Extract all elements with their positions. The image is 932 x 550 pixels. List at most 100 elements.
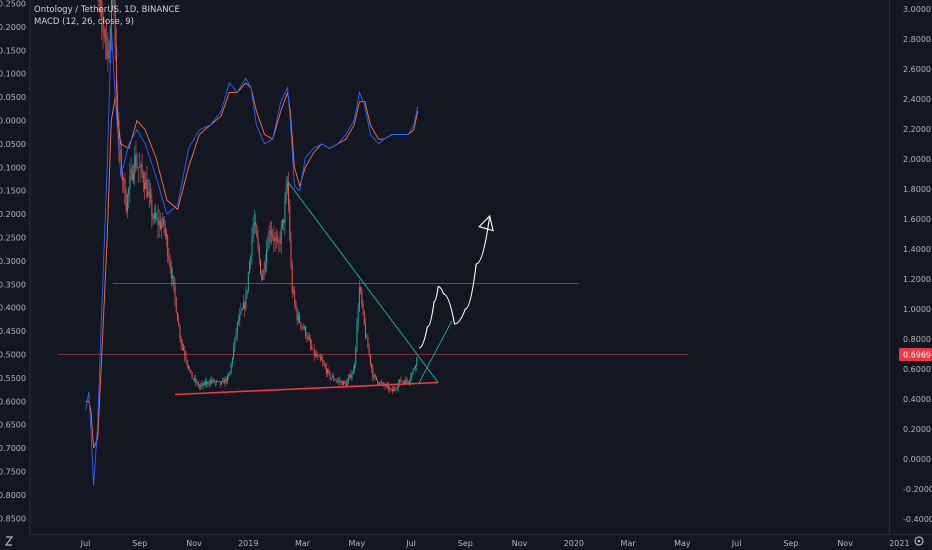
support-trendline[interactable] bbox=[174, 381, 439, 396]
candle-body bbox=[145, 179, 147, 189]
candle-body bbox=[400, 379, 402, 382]
candle-body bbox=[294, 291, 296, 302]
candle-body bbox=[148, 191, 150, 194]
candle-body bbox=[268, 230, 270, 248]
candle-body bbox=[361, 291, 363, 304]
candle-body bbox=[170, 268, 172, 279]
candle-body bbox=[238, 320, 240, 323]
left-axis: 0.2500 0.2000 0.1500 0.1000 0.0500 0.0000 -0.0… bbox=[0, 0, 26, 523]
candle-body bbox=[239, 314, 241, 321]
candle-body bbox=[158, 220, 160, 226]
candle-body bbox=[328, 369, 330, 373]
candle-body bbox=[280, 226, 282, 244]
candle-body bbox=[371, 363, 373, 369]
candle-body bbox=[102, 17, 104, 30]
candle-body bbox=[308, 337, 310, 340]
candle-body bbox=[297, 315, 299, 321]
candle-body bbox=[161, 224, 163, 229]
candle-body bbox=[406, 379, 408, 382]
candle-body bbox=[164, 227, 166, 234]
candle-body bbox=[312, 348, 314, 350]
time-axis: Jul Sep Nov 2019 Mar May Jul Sep Nov 2020 Mar May Ju… bbox=[80, 539, 910, 548]
candle-body bbox=[136, 167, 138, 169]
candle-body bbox=[336, 380, 338, 382]
settings-icon[interactable] bbox=[914, 536, 924, 546]
candle-body bbox=[412, 369, 414, 373]
candle-body bbox=[175, 297, 177, 313]
candle-body bbox=[383, 382, 385, 386]
left-axis-tick: -0.4000 bbox=[0, 304, 26, 313]
candle-body bbox=[256, 225, 258, 238]
candle-body bbox=[251, 237, 253, 256]
candle-body bbox=[355, 347, 357, 366]
candle-body bbox=[323, 362, 325, 365]
plot-area[interactable] bbox=[30, 0, 889, 534]
time-axis-tick: Sep bbox=[783, 539, 798, 548]
left-axis-tick: -0.6500 bbox=[0, 421, 26, 430]
right-axis-tick: 0.0000 bbox=[903, 455, 931, 464]
candle-body bbox=[335, 380, 337, 382]
time-axis-tick: May bbox=[674, 539, 691, 548]
candle-body bbox=[208, 383, 210, 385]
candle-body bbox=[401, 381, 403, 383]
candle-body bbox=[124, 178, 126, 203]
candle-body bbox=[201, 383, 203, 386]
time-axis-tick: 2019 bbox=[238, 539, 258, 548]
candle-body bbox=[230, 363, 232, 372]
candle-body bbox=[169, 261, 171, 269]
left-axis-tick: -0.8000 bbox=[0, 491, 26, 500]
candle-body bbox=[211, 380, 213, 382]
candle-body bbox=[122, 173, 124, 181]
candle-body bbox=[349, 374, 351, 378]
candle-body bbox=[255, 222, 257, 226]
left-axis-tick: -0.6000 bbox=[0, 397, 26, 406]
candle-body bbox=[153, 213, 155, 220]
candle-body bbox=[303, 326, 305, 329]
candle-body bbox=[141, 164, 143, 174]
candles bbox=[97, 0, 418, 395]
candle-body bbox=[250, 255, 252, 262]
candle-body bbox=[181, 343, 183, 347]
candle-body bbox=[135, 154, 137, 168]
time-axis-tick: Jul bbox=[405, 539, 416, 548]
descending-trendline[interactable] bbox=[287, 181, 439, 383]
right-axis-tick: 0.6000 bbox=[903, 365, 931, 374]
candle-body bbox=[235, 333, 237, 338]
collapse-icon[interactable] bbox=[4, 536, 14, 546]
candle-body bbox=[266, 249, 268, 263]
candle-body bbox=[224, 378, 226, 384]
candle-body bbox=[310, 339, 312, 346]
time-axis-tick: Jul bbox=[80, 539, 91, 548]
candle-body bbox=[192, 378, 194, 380]
candle-body bbox=[176, 312, 178, 321]
candle-body bbox=[227, 375, 229, 382]
projection-path[interactable] bbox=[419, 215, 491, 349]
ascending-trendline[interactable] bbox=[418, 320, 453, 383]
candle-body bbox=[180, 338, 182, 344]
candle-body bbox=[382, 382, 384, 384]
indicator-legend: MACD (12, 26, close, 9) bbox=[34, 17, 134, 27]
candle-body bbox=[270, 232, 272, 235]
left-axis-tick: -0.3500 bbox=[0, 280, 26, 289]
candle-body bbox=[113, 0, 115, 5]
candle-body bbox=[319, 356, 321, 359]
candle-body bbox=[285, 188, 287, 201]
candle-body bbox=[189, 368, 191, 370]
candle-body bbox=[206, 381, 208, 385]
right-axis-tick: 1.4000 bbox=[903, 245, 931, 254]
candle-body bbox=[195, 378, 197, 383]
candle-body bbox=[258, 247, 260, 260]
candle-body bbox=[380, 382, 382, 383]
candle-body bbox=[357, 310, 359, 324]
candle-body bbox=[291, 266, 293, 293]
candle-body bbox=[396, 387, 398, 389]
candle-body bbox=[154, 213, 156, 219]
candle-body bbox=[272, 234, 274, 237]
candle-body bbox=[394, 388, 396, 390]
right-axis-tick: 2.0000 bbox=[903, 155, 931, 164]
candle-body bbox=[115, 46, 117, 93]
candle-body bbox=[346, 381, 348, 386]
candle-body bbox=[316, 354, 318, 357]
candle-body bbox=[289, 205, 291, 240]
